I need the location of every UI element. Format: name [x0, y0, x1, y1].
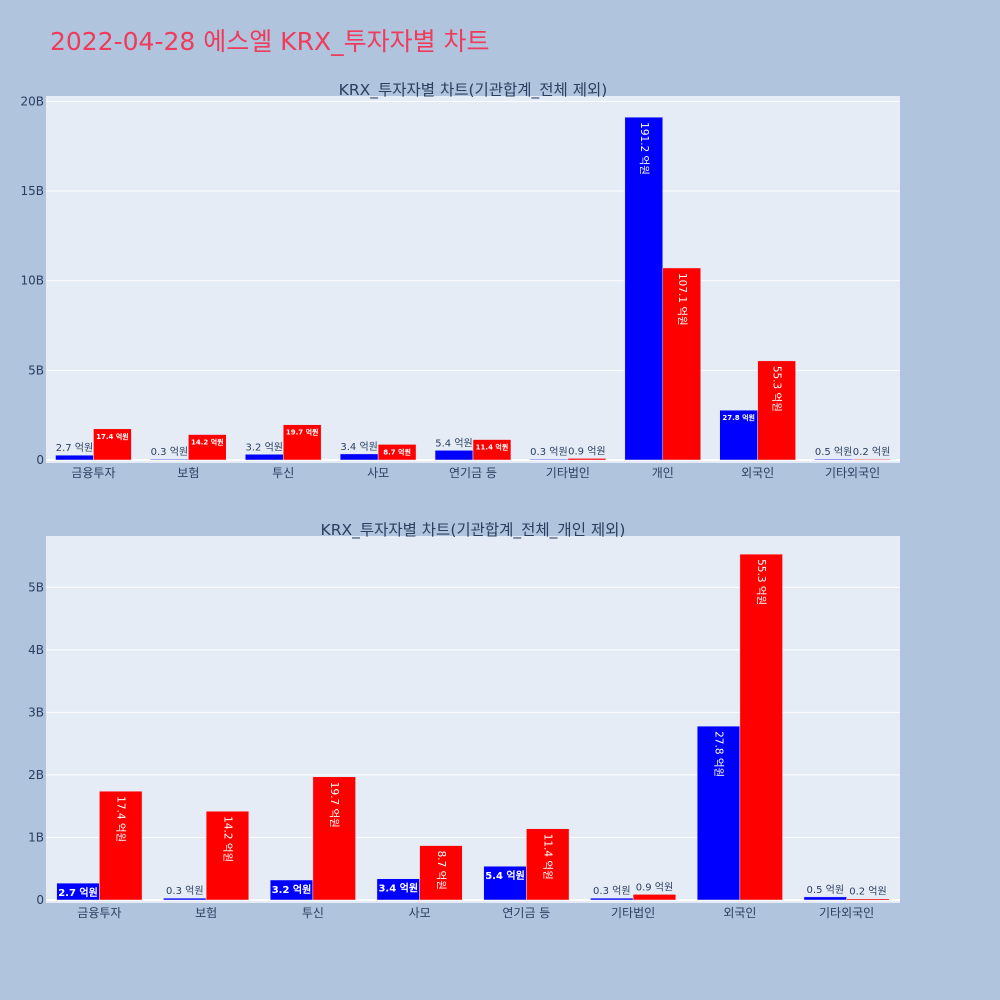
- y-tick-label: 0: [36, 893, 44, 907]
- x-tick-label: 투신: [302, 906, 324, 920]
- bar: [483, 865, 527, 901]
- data-label: 0.3 억원: [530, 446, 567, 458]
- data-label: 0.9 억원: [636, 881, 673, 893]
- data-label: 0.5 억원: [815, 446, 852, 458]
- y-tick-label: 4B: [28, 643, 44, 657]
- x-tick-label: 기타외국인: [819, 906, 874, 920]
- x-tick-label: 투신: [272, 466, 294, 480]
- y-tick-label: 1B: [28, 830, 44, 844]
- bar: [852, 458, 891, 461]
- y-tick-label: 5B: [28, 580, 44, 594]
- data-label: 55.3 억원: [771, 366, 783, 412]
- data-label: 8.7 억원: [435, 851, 447, 890]
- x-tick-label: 기타외국인: [825, 466, 880, 480]
- data-label: 0.3 억원: [166, 885, 203, 897]
- bar: [245, 454, 284, 461]
- data-label: 0.9 억원: [568, 445, 605, 457]
- data-label: 2.7 억원: [58, 886, 98, 899]
- bar: [567, 458, 607, 461]
- bar: [99, 790, 143, 901]
- y-tick-label: 20B: [20, 94, 44, 108]
- data-label: 27.8 억원: [722, 413, 755, 422]
- data-label: 27.8 억원: [713, 731, 725, 777]
- data-label: 19.7 억원: [286, 428, 319, 437]
- x-tick-label: 사모: [409, 906, 431, 920]
- data-label: 0.2 억원: [849, 886, 886, 898]
- data-label: 8.7 억원: [383, 447, 411, 456]
- data-label: 17.4 억원: [96, 432, 129, 441]
- data-label: 107.1 억원: [676, 273, 688, 326]
- data-label: 191.2 억원: [638, 122, 650, 175]
- x-tick-label: 사모: [367, 466, 389, 480]
- data-label: 14.2 억원: [191, 438, 224, 447]
- bar: [526, 828, 570, 901]
- bar: [624, 116, 664, 461]
- x-tick-label: 외국인: [723, 906, 756, 920]
- x-tick-label: 보험: [195, 906, 217, 920]
- y-tick-label: 10B: [20, 274, 44, 288]
- bar: [529, 458, 569, 461]
- data-label: 11.4 억원: [476, 443, 509, 452]
- y-tick-label: 2B: [28, 768, 44, 782]
- x-tick-label: 연기금 등: [502, 906, 550, 920]
- bar: [55, 454, 94, 461]
- x-tick-label: 기타법인: [611, 906, 655, 920]
- data-label: 14.2 억원: [221, 816, 233, 862]
- data-label: 0.3 억원: [151, 446, 188, 458]
- data-label: 3.2 억원: [246, 441, 283, 453]
- data-label: 5.4 억원: [485, 869, 525, 882]
- bar: [205, 810, 250, 901]
- bar: [419, 845, 463, 901]
- y-tick-label: 5B: [28, 363, 44, 377]
- bar: [188, 434, 227, 461]
- bar: [662, 267, 701, 461]
- data-label: 3.4 억원: [378, 882, 418, 895]
- x-tick-label: 연기금 등: [449, 466, 497, 480]
- x-tick-label: 기타법인: [546, 466, 590, 480]
- data-label: 17.4 억원: [115, 796, 127, 842]
- chart-top-title: KRX_투자자별 차트(기관합계_전체 제외): [339, 81, 608, 100]
- x-tick-label: 개인: [652, 466, 674, 480]
- x-tick-label: 금융투자: [71, 466, 115, 480]
- page-title: 2022-04-28 에스엘 KRX_투자자별 차트: [50, 27, 490, 56]
- bar: [590, 897, 634, 901]
- y-tick-label: 0: [36, 453, 44, 467]
- data-label: 0.5 억원: [807, 884, 844, 896]
- bar: [150, 458, 189, 461]
- data-label: 55.3 억원: [755, 559, 767, 605]
- data-label: 3.2 억원: [272, 883, 312, 896]
- bar: [739, 553, 783, 901]
- bar: [632, 894, 677, 901]
- data-label: 0.3 억원: [593, 885, 630, 897]
- x-tick-label: 보험: [177, 466, 199, 480]
- data-label: 2.7 억원: [56, 442, 93, 454]
- y-tick-label: 15B: [20, 184, 44, 198]
- chart-bottom-title: KRX_투자자별 차트(기관합계_전체_개인 제외): [321, 521, 626, 540]
- data-label: 5.4 억원: [435, 437, 472, 449]
- bar: [846, 898, 890, 901]
- bar: [803, 896, 847, 901]
- bar: [312, 776, 356, 901]
- bar: [163, 897, 207, 901]
- bar: [472, 439, 512, 461]
- x-tick-label: 외국인: [741, 466, 774, 480]
- bar: [814, 458, 853, 461]
- bar: [377, 444, 417, 461]
- data-label: 3.4 억원: [340, 441, 377, 453]
- bar: [719, 409, 758, 461]
- x-tick-label: 금융투자: [77, 906, 121, 920]
- data-label: 19.7 억원: [328, 782, 340, 828]
- bar: [757, 360, 796, 461]
- bar: [339, 453, 379, 461]
- bar: [93, 428, 132, 461]
- data-label: 11.4 억원: [542, 834, 554, 880]
- y-tick-label: 3B: [28, 705, 44, 719]
- bar: [282, 424, 322, 461]
- data-label: 0.2 억원: [853, 446, 890, 458]
- bar: [434, 450, 474, 461]
